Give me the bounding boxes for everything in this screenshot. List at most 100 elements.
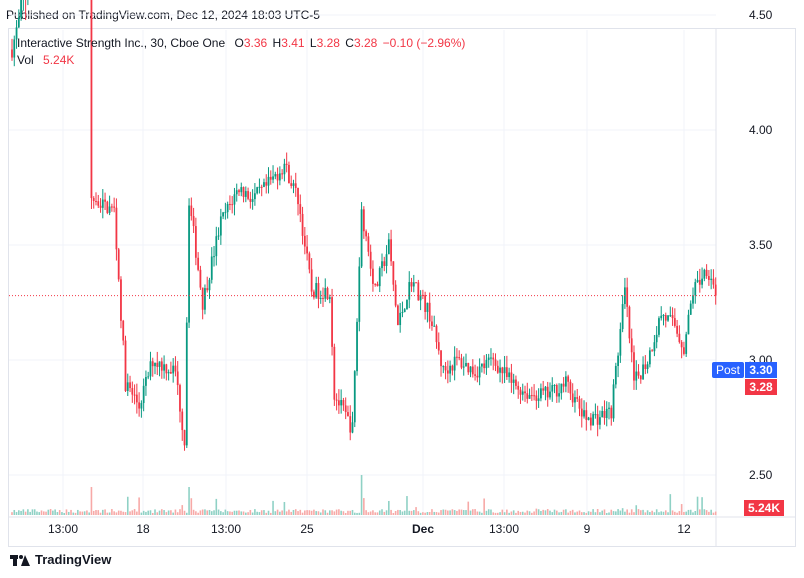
volume-bar — [696, 496, 699, 515]
candle-body — [501, 367, 504, 374]
volume-bar — [444, 509, 447, 515]
candle-body — [471, 366, 474, 375]
candle-body — [260, 186, 263, 188]
volume-bar — [587, 511, 590, 515]
volume-bar — [469, 510, 472, 515]
volume-bar — [617, 509, 619, 515]
volume-bar — [685, 511, 687, 515]
legend-volume-row: Vol 5.24K — [17, 52, 465, 69]
candle-body — [333, 346, 336, 400]
x-tick-label: 12 — [677, 522, 691, 536]
candle-body — [576, 397, 579, 399]
candle-body — [133, 394, 136, 396]
volume-bar — [619, 510, 622, 515]
volume-bar — [67, 511, 70, 515]
candle-body — [499, 367, 501, 373]
candle-body — [399, 312, 402, 326]
volume-bar — [655, 509, 658, 515]
volume-bar — [215, 498, 218, 515]
candle-body — [456, 356, 458, 358]
volume-bar — [108, 512, 111, 515]
volume-bar — [580, 512, 583, 515]
volume-bar — [353, 512, 356, 515]
volume-bar — [333, 511, 336, 515]
volume-bar — [274, 511, 277, 515]
volume-bar — [687, 509, 690, 515]
candle-body — [639, 375, 642, 380]
x-tick-label: 13:00 — [489, 522, 519, 536]
candle-body — [238, 190, 240, 193]
volume-bar — [378, 510, 381, 515]
volume-bar — [226, 511, 229, 515]
candle-body — [99, 205, 102, 208]
volume-bar — [367, 512, 370, 515]
candle-body — [485, 359, 488, 369]
volume-bar — [147, 510, 149, 515]
volume-bar — [260, 510, 263, 515]
candle-body — [135, 394, 138, 403]
candle-body — [156, 362, 159, 367]
candle-body — [281, 173, 284, 175]
candle-body — [505, 367, 508, 378]
candle-body — [628, 306, 631, 339]
volume-bar — [63, 512, 66, 515]
candle-body — [646, 364, 649, 369]
volume-bar — [77, 509, 79, 515]
volume-bar — [27, 509, 29, 515]
volume-bar — [238, 510, 240, 515]
volume-bar — [208, 509, 211, 515]
volume-bar — [437, 512, 440, 515]
candle-body — [204, 288, 206, 310]
volume-bar — [546, 509, 549, 515]
candle-body — [437, 342, 440, 351]
volume-bar — [247, 512, 249, 515]
candle-body — [176, 371, 179, 386]
volume-bar — [340, 510, 342, 515]
x-tick-label: 9 — [584, 522, 591, 536]
volume-bar — [605, 512, 608, 515]
volume-bar — [381, 509, 383, 515]
volume-bar — [426, 512, 429, 515]
candle-body — [263, 182, 265, 187]
candle-body — [340, 400, 343, 406]
volume-bar — [195, 511, 197, 515]
volume-bar — [342, 511, 345, 515]
volume-bar — [544, 510, 547, 515]
volume-bar — [338, 509, 340, 515]
candle-body — [669, 315, 672, 317]
volume-bar — [245, 512, 247, 515]
volume-bar — [496, 512, 499, 515]
volume-bar — [79, 511, 81, 515]
volume-bar — [601, 510, 603, 515]
volume-bar — [612, 511, 615, 515]
candle-body — [276, 174, 279, 181]
candle-body — [231, 204, 234, 206]
volume-bar — [408, 510, 411, 515]
candle-body — [564, 376, 567, 387]
volume-bar — [667, 512, 669, 515]
candle-body — [206, 288, 209, 291]
volume-bar — [390, 509, 392, 515]
candle-body — [265, 182, 268, 186]
candle-body — [644, 364, 647, 369]
volume-bar — [181, 505, 184, 515]
candle-body — [353, 371, 356, 423]
candle-body — [453, 356, 456, 371]
volume-bar — [170, 510, 172, 515]
legend-close-label: C — [345, 36, 354, 50]
volume-bar — [676, 512, 678, 515]
volume-bar — [483, 498, 485, 515]
candle-body — [208, 279, 211, 291]
candle-body — [199, 269, 202, 288]
volume-bar — [54, 509, 56, 515]
candle-body — [269, 176, 272, 180]
volume-bar — [569, 510, 572, 515]
candle-body — [603, 410, 606, 418]
volume-bar — [646, 510, 649, 515]
footer-brand[interactable]: TradingView — [10, 552, 111, 567]
candle-body — [174, 365, 177, 372]
candle-body — [197, 257, 200, 270]
volume-bar — [490, 509, 492, 515]
candle-body — [469, 366, 472, 373]
